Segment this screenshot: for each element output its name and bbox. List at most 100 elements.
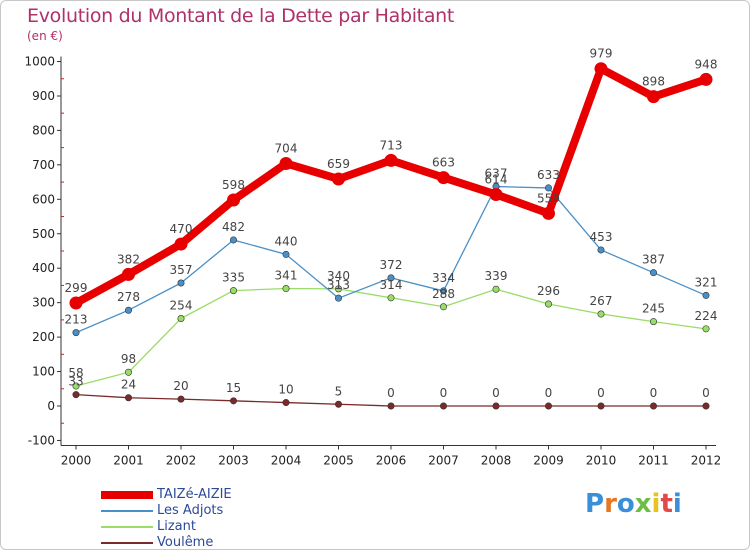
- y-tick-label: 1000: [24, 55, 55, 69]
- data-label: 213: [65, 313, 88, 327]
- x-tick-label: 2006: [376, 453, 407, 467]
- legend-swatch: [101, 510, 153, 512]
- logo-letter: o: [616, 489, 635, 519]
- data-point: [230, 287, 238, 295]
- data-point: [282, 285, 290, 293]
- data-label: 633: [537, 168, 560, 182]
- data-point: [122, 267, 135, 281]
- legend-item-taize-aizie: TAIZé-AIZIE: [101, 487, 232, 503]
- data-point: [544, 300, 552, 308]
- y-tick-label: 900: [32, 89, 55, 103]
- data-label: 299: [65, 281, 88, 295]
- data-point: [597, 310, 605, 318]
- x-tick-label: 2011: [638, 453, 669, 467]
- data-label: 382: [117, 252, 140, 266]
- data-label: 637: [485, 167, 508, 181]
- data-point: [125, 394, 133, 402]
- data-label: 598: [222, 178, 245, 192]
- data-point: [492, 402, 500, 410]
- legend-swatch: [101, 491, 153, 499]
- data-point: [387, 402, 395, 410]
- data-label: 704: [275, 141, 298, 155]
- data-label: 334: [432, 271, 455, 285]
- data-point: [334, 294, 342, 302]
- y-tick-label: 300: [32, 296, 55, 310]
- data-point: [544, 402, 552, 410]
- data-point: [72, 391, 80, 399]
- y-tick-label: 100: [32, 365, 55, 379]
- data-label: 453: [590, 230, 613, 244]
- data-label: 948: [695, 57, 718, 71]
- x-tick-label: 2007: [428, 453, 459, 467]
- data-label: 224: [695, 309, 718, 323]
- data-point: [230, 236, 238, 244]
- legend-label: TAIZé-AIZIE: [157, 487, 232, 502]
- line-chart: -100010020030040050060070080090010002000…: [24, 47, 722, 468]
- x-tick-label: 2009: [533, 453, 564, 467]
- data-point: [72, 382, 80, 390]
- data-point: [489, 187, 503, 201]
- data-point: [439, 287, 447, 295]
- data-point: [594, 62, 608, 76]
- x-tick-label: 2008: [481, 453, 512, 467]
- logo-letter: t: [660, 489, 673, 519]
- data-label: 357: [170, 263, 193, 277]
- data-label: 340: [327, 269, 350, 283]
- data-label: 387: [642, 253, 665, 267]
- data-label: 321: [695, 275, 718, 289]
- logo-letter: x: [634, 489, 652, 519]
- logo-letter: P: [585, 489, 605, 519]
- data-point: [702, 402, 710, 410]
- data-point: [227, 193, 240, 207]
- y-tick-label: 400: [32, 261, 55, 275]
- data-point: [649, 269, 657, 277]
- data-label: 24: [121, 378, 136, 392]
- data-label: 372: [380, 258, 403, 272]
- data-label: 15: [226, 381, 241, 395]
- y-tick-label: 200: [32, 330, 55, 344]
- legend-swatch: [101, 526, 153, 528]
- data-label: 559: [537, 191, 560, 205]
- data-label: 20: [173, 379, 188, 393]
- x-tick-label: 2012: [691, 453, 722, 467]
- data-label: 10: [278, 383, 293, 397]
- y-tick-label: 600: [32, 192, 55, 206]
- data-label: 663: [432, 156, 455, 170]
- data-label: 0: [440, 386, 448, 400]
- data-point: [69, 296, 83, 310]
- y-tick-label: 0: [47, 399, 55, 413]
- data-point: [702, 291, 710, 299]
- data-point: [72, 329, 80, 337]
- data-label: 278: [117, 290, 140, 304]
- data-label: 339: [485, 269, 508, 283]
- data-label: 267: [590, 294, 613, 308]
- data-point: [699, 72, 713, 86]
- chart-subtitle: (en €): [27, 29, 63, 43]
- data-point: [282, 399, 290, 407]
- y-tick-label: -100: [28, 433, 55, 447]
- data-point: [230, 397, 238, 405]
- data-label: 713: [380, 138, 403, 152]
- data-label: 288: [432, 287, 455, 301]
- x-tick-label: 2000: [61, 453, 92, 467]
- data-label: 614: [485, 172, 508, 186]
- data-point: [437, 171, 450, 185]
- data-label: 0: [387, 386, 395, 400]
- data-point: [542, 206, 555, 220]
- data-point: [177, 279, 185, 287]
- data-point: [439, 303, 447, 311]
- data-label: 98: [121, 352, 136, 366]
- x-tick-label: 2002: [166, 453, 197, 467]
- data-label: 898: [642, 75, 665, 89]
- legend-item-lizant: Lizant: [101, 519, 232, 535]
- data-point: [544, 184, 552, 192]
- legend: TAIZé-AIZIE Les Adjots Lizant Voulême: [101, 487, 232, 549]
- logo-letter: i: [651, 489, 661, 519]
- y-tick-label: 800: [32, 123, 55, 137]
- x-tick-label: 2004: [271, 453, 302, 467]
- data-label: 313: [327, 278, 350, 292]
- data-point: [384, 153, 398, 167]
- data-label: 33: [68, 375, 83, 389]
- data-point: [125, 306, 133, 314]
- data-point: [282, 250, 290, 258]
